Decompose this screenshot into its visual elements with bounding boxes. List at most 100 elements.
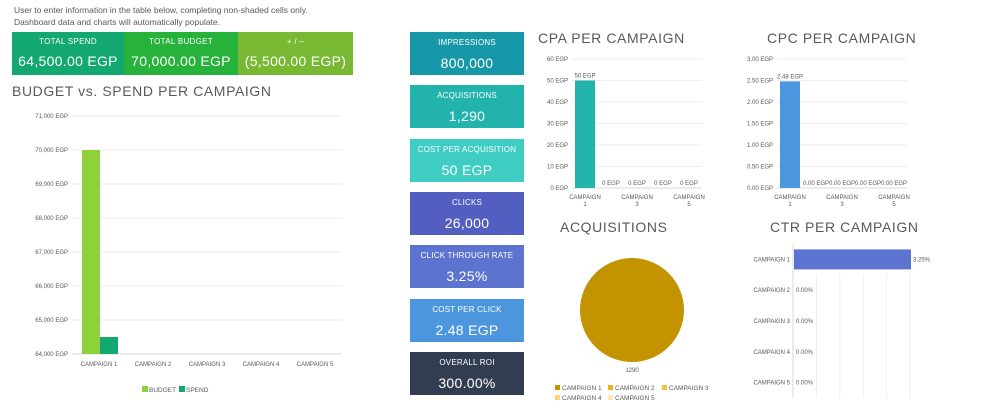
impressions-tile: IMPRESSIONS 800,000 [410,32,524,75]
difference-box: + / – (5,500.00 EGP) [238,32,353,75]
cost-per-acquisition-label: COST PER ACQUISITION [417,145,517,154]
y-tick-label: 1.00 EGP [747,143,773,149]
click-through-rate-label: CLICK THROUGH RATE [420,251,514,260]
x-tick-label: CAMPAIGN [569,195,601,201]
y-tick-label: CAMPAIGN 3 [753,319,790,325]
ctr-chart-title: CTR PER CAMPAIGN [770,219,919,235]
y-tick-label: 20 EGP [547,143,568,149]
x-tick-label-number: 5 [687,202,691,208]
cpc-data-label: 0.00 EGP [855,181,881,187]
y-tick-label: 1.50 EGP [747,122,773,128]
budget-spend-chart: 64,000 EGP 65,000 EGP 66,000 EGP 67,000 EGP… [35,114,342,394]
cpa-chart-title: CPA PER CAMPAIGN [538,30,685,46]
y-tick-label: 0.00 EGP [747,186,773,192]
legend-label-spend: SPEND [186,387,209,394]
total-spend-box: TOTAL SPEND 64,500.00 EGP [12,32,124,75]
y-tick-label: 10 EGP [547,165,568,171]
total-budget-box: TOTAL BUDGET 70,000.00 EGP [124,32,238,75]
y-tick-label: 66,000 EGP [35,284,68,290]
legend-swatch-budget [142,386,148,392]
x-tick-label: CAMPAIGN 3 [189,362,226,368]
y-tick-label: CAMPAIGN 2 [753,288,790,294]
x-tick-label: CAMPAIGN 4 [243,362,280,368]
y-tick-label: 0.50 EGP [747,165,773,171]
ctr-data-label: 0.00% [796,381,814,387]
legend-label-campaign-2: CAMPAIGN 2 [615,385,655,392]
total-budget-value: 70,000.00 EGP [131,53,231,69]
ctr-data-label: 0.00% [796,288,814,294]
x-tick-label-number: 1 [788,202,792,208]
legend-label-campaign-3: CAMPAIGN 3 [669,385,709,392]
legend-swatch-campaign-5 [608,395,613,400]
cpc-data-label: 0.00 EGP [829,181,855,187]
cpc-chart-title: CPC PER CAMPAIGN [767,30,917,46]
y-tick-label: 3.00 EGP [747,57,773,63]
y-tick-label: 2.50 EGP [747,79,773,85]
click-through-rate-value: 3.25% [446,268,488,284]
x-tick-label: CAMPAIGN [774,195,806,201]
y-tick-label: 68,000 EGP [35,216,68,222]
instructions-line-1: User to enter information in the table b… [14,5,308,15]
y-tick-label: CAMPAIGN 4 [753,350,790,356]
y-tick-label: 71,000 EGP [35,114,68,120]
total-spend-value: 64,500.00 EGP [18,53,118,69]
y-tick-label: CAMPAIGN 1 [753,257,790,263]
cpa-data-label: 50 EGP [574,74,595,80]
cost-per-click-value: 2.48 EGP [435,322,499,338]
ctr-chart: CAMPAIGN 1 3.25% CAMPAIGN 2 0.00% CAMPAIGN 3… [753,244,931,398]
acquisitions-tile: ACQUISITIONS 1,290 [410,85,524,128]
impressions-label: IMPRESSIONS [438,38,496,47]
total-spend-label: TOTAL SPEND [39,37,97,46]
x-tick-label-number: 3 [840,202,844,208]
y-tick-label: 0 EGP [550,186,568,192]
y-tick-label: CAMPAIGN 5 [753,381,790,387]
cost-per-acquisition-value: 50 EGP [441,162,493,178]
acquisitions-label: ACQUISITIONS [437,91,497,100]
difference-label: + / – [286,37,305,46]
difference-value: (5,500.00 EGP) [244,53,347,69]
pie-slice-campaign-1 [580,258,684,362]
x-tick-label-number: 3 [635,202,639,208]
y-tick-label: 70,000 EGP [35,148,68,154]
x-tick-label-number: 1 [583,202,587,208]
cpa-data-label: 0 EGP [680,181,698,187]
legend-swatch-campaign-3 [662,385,667,390]
y-tick-label: 69,000 EGP [35,182,68,188]
cpc-data-label: 0.00 EGP [881,181,907,187]
legend-swatch-campaign-4 [555,395,560,400]
x-tick-label: CAMPAIGN [673,195,705,201]
overall-roi-tile: OVERALL ROI 300.00% [410,352,524,395]
legend-label-budget: BUDGET [149,387,176,394]
acquisitions-chart-title: ACQUISITIONS [560,219,668,235]
instructions: User to enter information in the table b… [14,4,308,28]
legend-swatch-spend [179,386,185,392]
cost-per-acquisition-tile: COST PER ACQUISITION 50 EGP [410,139,524,182]
y-tick-label: 60 EGP [547,57,568,63]
y-tick-label: 67,000 EGP [35,250,68,256]
clicks-tile: CLICKS 26,000 [410,192,524,235]
overall-roi-value: 300.00% [438,375,496,391]
y-tick-label: 65,000 EGP [35,318,68,324]
cpa-data-label: 0 EGP [602,181,620,187]
cost-per-click-label: COST PER CLICK [432,305,502,314]
budget-spend-chart-title: BUDGET vs. SPEND PER CAMPAIGN [12,83,272,99]
bar-budget-campaign-1 [82,150,100,354]
acquisitions-value: 1,290 [448,108,486,124]
cpc-data-label: 0.00 EGP [803,181,829,187]
y-tick-label: 40 EGP [547,100,568,106]
cost-per-click-tile: COST PER CLICK 2.48 EGP [410,299,524,342]
legend-label-campaign-1: CAMPAIGN 1 [562,385,602,392]
y-tick-label: 2.00 EGP [747,100,773,106]
ctr-bar-campaign-1 [794,249,911,270]
legend-label-campaign-4: CAMPAIGN 4 [562,395,602,402]
cpc-data-label: 2.48 EGP [777,74,803,80]
acquisitions-chart: 1290 CAMPAIGN 1 CAMPAIGN 2 CAMPAIGN 3 CAMPAI… [555,258,709,402]
click-through-rate-tile: CLICK THROUGH RATE 3.25% [410,245,524,288]
total-budget-label: TOTAL BUDGET [149,37,213,46]
y-tick-label: 50 EGP [547,79,568,85]
ctr-data-label: 0.00% [796,350,814,356]
x-tick-label: CAMPAIGN 2 [135,362,172,368]
bar-spend-campaign-1 [100,337,118,354]
cpa-data-label: 0 EGP [654,181,672,187]
